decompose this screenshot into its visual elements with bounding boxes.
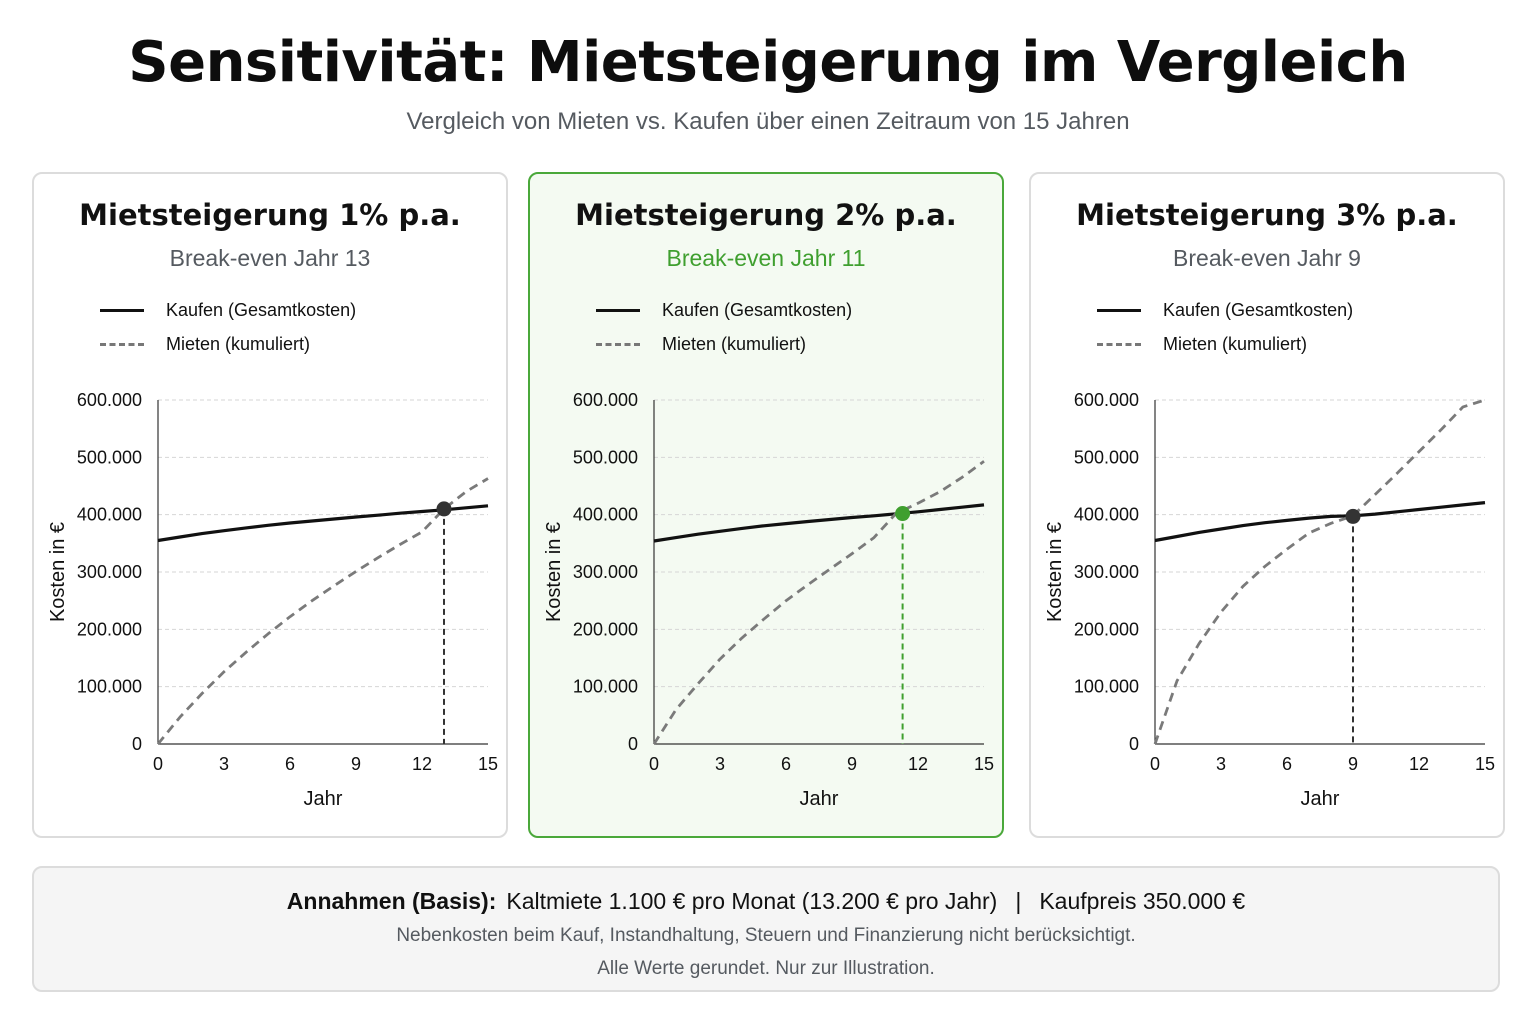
legend-item-buy: Kaufen (Gesamtkosten) (596, 298, 852, 322)
break-even-marker (436, 501, 452, 517)
chart-2: 0 100.000 200.000 300.000 400.000 500.000 600.… (543, 390, 994, 810)
page-subtitle: Vergleich von Mieten vs. Kaufen über ein… (406, 108, 1130, 135)
break-even-label: Break-even Jahr 13 (169, 245, 371, 271)
legend-label: Mieten (kumuliert) (1163, 333, 1308, 354)
break-even-marker (1345, 508, 1361, 524)
break-even-label: Break-even Jahr 9 (1173, 245, 1361, 271)
x-axis-title: Jahr (1301, 788, 1340, 810)
legend-swatch-dashed (596, 342, 640, 346)
legend-label: Mieten (kumuliert) (166, 333, 311, 354)
assumptions-line: Annahmen (Basis): Kaltmiete 1.100 € pro M… (34, 888, 1498, 915)
y-tick-label: 600.000 (77, 390, 142, 410)
y-tick-label: 400.000 (1074, 505, 1139, 525)
x-tick-label: 0 (649, 754, 659, 774)
y-tick-label: 100.000 (1074, 677, 1139, 697)
chart-3: 0 100.000 200.000 300.000 400.000 500.000 600.… (1044, 390, 1495, 810)
legend-item-rent: Mieten (kumuliert) (596, 332, 806, 356)
y-axis-title: Kosten in € (1044, 522, 1066, 622)
legend-swatch-solid (100, 308, 144, 312)
x-tick-label: 0 (1150, 754, 1160, 774)
assumptions-label: Annahmen (Basis): (286, 888, 497, 914)
x-tick-label: 15 (1475, 754, 1495, 774)
x-tick-label: 6 (285, 754, 295, 774)
footer-disclaimer: Alle Werte gerundet. Nur zur Illustratio… (597, 958, 935, 979)
y-tick-label: 200.000 (77, 619, 142, 639)
panel-rent-increase-2: Mietsteigerung 2% p.a. Break-even Jahr 1… (528, 172, 1004, 838)
break-even-marker (895, 506, 911, 522)
y-tick-label: 300.000 (77, 562, 142, 582)
x-tick-label: 6 (1282, 754, 1292, 774)
legend-swatch-dashed (100, 342, 144, 346)
footer-note: Nebenkosten beim Kauf, Instandhaltung, S… (396, 925, 1136, 946)
series-line-buy (1154, 501, 1486, 543)
y-tick-label: 0 (1129, 734, 1139, 754)
panel-rent-increase-3: Mietsteigerung 3% p.a. Break-even Jahr 9… (1029, 172, 1505, 838)
legend-swatch-dashed (1097, 342, 1141, 346)
x-tick-label: 9 (847, 754, 857, 774)
separator: | (1015, 888, 1022, 914)
chart-1: 0 100.000 200.000 300.000 400.000 500.000 600.… (47, 390, 498, 810)
panel-rent-increase-1: Mietsteigerung 1% p.a. Break-even Jahr 1… (32, 172, 508, 838)
legend-item-buy: Kaufen (Gesamtkosten) (100, 298, 356, 322)
legend-label: Kaufen (Gesamtkosten) (662, 299, 853, 320)
y-tick-label: 600.000 (573, 390, 638, 410)
page-title: Sensitivität: Mietsteigerung im Vergleic… (128, 30, 1408, 95)
x-tick-label: 9 (1348, 754, 1358, 774)
y-tick-label: 0 (628, 734, 638, 754)
y-tick-label: 500.000 (77, 447, 142, 467)
x-tick-label: 15 (478, 754, 498, 774)
series-line-rent (652, 460, 985, 745)
y-tick-label: 300.000 (573, 562, 638, 582)
x-tick-label: 12 (412, 754, 432, 774)
legend-swatch-solid (1097, 308, 1141, 312)
legend-item-rent: Mieten (kumuliert) (100, 332, 310, 356)
y-tick-label: 300.000 (1074, 562, 1139, 582)
x-tick-label: 3 (219, 754, 229, 774)
y-axis-title: Kosten in € (543, 522, 565, 622)
assumptions-box: Annahmen (Basis): Kaltmiete 1.100 € pro M… (32, 866, 1500, 992)
y-tick-label: 100.000 (573, 677, 638, 697)
y-tick-label: 400.000 (573, 505, 638, 525)
x-tick-label: 3 (1216, 754, 1226, 774)
series-line-buy (653, 503, 985, 543)
legend-item-buy: Kaufen (Gesamtkosten) (1097, 298, 1353, 322)
legend-item-rent: Mieten (kumuliert) (1097, 332, 1307, 356)
legend-label: Kaufen (Gesamtkosten) (166, 299, 357, 320)
x-tick-label: 3 (715, 754, 725, 774)
y-axis-title: Kosten in € (47, 522, 69, 622)
x-tick-label: 9 (351, 754, 361, 774)
series-line-rent (156, 477, 489, 745)
series-line-buy (157, 504, 489, 543)
y-tick-label: 100.000 (77, 677, 142, 697)
y-tick-label: 200.000 (573, 619, 638, 639)
series-line-rent (1153, 398, 1486, 745)
y-tick-label: 600.000 (1074, 390, 1139, 410)
x-tick-label: 6 (781, 754, 791, 774)
y-tick-label: 500.000 (1074, 447, 1139, 467)
x-axis-title: Jahr (304, 788, 343, 810)
legend-label: Mieten (kumuliert) (662, 333, 807, 354)
y-tick-label: 500.000 (573, 447, 638, 467)
y-tick-label: 0 (132, 734, 142, 754)
x-tick-label: 12 (908, 754, 928, 774)
panel-title: Mietsteigerung 1% p.a. (79, 198, 461, 232)
price-assumption: Kaufpreis 350.000 € (1039, 888, 1246, 914)
y-tick-label: 200.000 (1074, 619, 1139, 639)
x-axis-title: Jahr (800, 788, 839, 810)
x-tick-label: 12 (1409, 754, 1429, 774)
y-tick-label: 400.000 (77, 505, 142, 525)
break-even-label: Break-even Jahr 11 (666, 245, 866, 271)
panel-title: Mietsteigerung 2% p.a. (575, 198, 957, 232)
rent-assumption: Kaltmiete 1.100 € pro Monat (13.200 € pr… (506, 888, 998, 914)
x-tick-label: 0 (153, 754, 163, 774)
legend-label: Kaufen (Gesamtkosten) (1163, 299, 1354, 320)
x-tick-label: 15 (974, 754, 994, 774)
panel-title: Mietsteigerung 3% p.a. (1076, 198, 1458, 232)
legend-swatch-solid (596, 308, 640, 312)
